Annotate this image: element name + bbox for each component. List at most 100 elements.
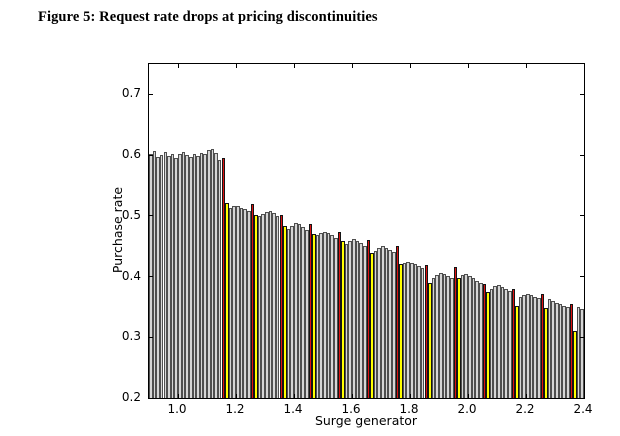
bar-gray <box>344 243 349 398</box>
x-tick-mark <box>293 64 295 68</box>
y-tick-mark <box>149 154 153 156</box>
bar-gray <box>170 153 175 398</box>
bar-gray <box>417 266 421 398</box>
plot-area <box>148 63 585 399</box>
bar-red <box>540 293 545 398</box>
bar-gray <box>232 206 236 398</box>
y-tick-mark <box>580 93 584 95</box>
x-tick-label: 2.0 <box>457 402 477 416</box>
bar-gray <box>522 294 526 398</box>
bar-yellow <box>399 264 403 398</box>
x-tick-mark <box>351 64 353 68</box>
x-tick-label: 1.2 <box>225 402 245 416</box>
bar-gray <box>333 237 338 398</box>
bar-gray <box>551 300 555 398</box>
bar-gray <box>500 286 505 398</box>
bar-gray <box>257 216 262 398</box>
bar-gray <box>188 156 193 398</box>
bar-red <box>569 303 574 398</box>
bar-gray <box>326 233 331 398</box>
bar-red <box>366 240 371 398</box>
y-tick-mark <box>580 336 584 338</box>
bar-red <box>453 267 458 398</box>
bar-gray <box>388 250 392 398</box>
y-tick-label: 0.5 <box>121 207 141 222</box>
bar-gray <box>290 225 294 398</box>
bar-gray <box>362 245 367 398</box>
bar-gray <box>174 157 178 398</box>
x-tick-mark <box>177 394 179 398</box>
bar-gray <box>576 306 581 398</box>
y-tick-mark <box>580 397 584 399</box>
bar-gray <box>152 150 157 398</box>
x-tick-mark <box>409 64 411 68</box>
bar-gray <box>156 156 160 398</box>
bar-red <box>395 246 400 398</box>
bar-yellow <box>457 278 461 398</box>
bar-gray <box>181 152 186 398</box>
bar-gray <box>323 231 327 398</box>
y-tick-mark <box>149 215 153 217</box>
bar-gray <box>236 205 240 398</box>
x-tick-mark <box>467 64 469 68</box>
bar-gray <box>214 153 218 398</box>
bar-gray <box>526 293 530 398</box>
bar-gray <box>207 150 211 398</box>
bar-yellow <box>312 234 316 398</box>
bar-gray <box>431 277 436 398</box>
bar-yellow <box>370 252 374 398</box>
bar-yellow <box>428 282 432 398</box>
bar-gray <box>199 152 204 398</box>
bar-gray <box>442 274 447 398</box>
x-tick-mark <box>235 394 237 398</box>
x-tick-label: 1.4 <box>283 402 303 416</box>
x-axis-label: Surge generator <box>314 413 418 428</box>
y-tick-label: 0.4 <box>121 268 141 283</box>
y-tick-label: 0.3 <box>121 329 141 344</box>
bar-gray <box>377 248 381 398</box>
bar-gray <box>210 149 215 398</box>
x-tick-mark <box>293 394 295 398</box>
x-tick-mark <box>235 64 237 68</box>
bar-gray <box>402 263 407 398</box>
bar-yellow <box>515 306 519 398</box>
bar-gray <box>352 238 356 398</box>
bar-gray <box>489 289 494 398</box>
bar-yellow <box>573 331 577 398</box>
x-tick-label: 1.0 <box>167 402 187 416</box>
bar-gray <box>319 232 323 398</box>
bar-gray <box>518 297 523 398</box>
bar-gray <box>460 274 465 398</box>
bar-gray <box>497 285 501 398</box>
bar-gray <box>435 274 439 398</box>
x-tick-label: 1.6 <box>341 402 361 416</box>
bar-red <box>511 289 516 398</box>
bar-gray <box>294 223 298 398</box>
bar-red <box>308 224 313 398</box>
bar-gray <box>478 283 483 398</box>
x-tick-mark <box>351 394 353 398</box>
bar-gray <box>406 261 410 398</box>
bar-red <box>221 158 226 398</box>
bar-gray <box>413 264 418 398</box>
bar-gray <box>297 224 302 398</box>
bar-yellow <box>341 241 345 398</box>
bar-gray <box>330 235 334 398</box>
bar-red <box>482 284 487 398</box>
bar-gray <box>246 210 251 398</box>
bar-gray <box>464 273 468 398</box>
bar-gray <box>536 297 541 398</box>
bar-gray <box>217 159 222 398</box>
bar-gray <box>355 240 360 398</box>
bar-gray <box>268 210 273 398</box>
bar-gray <box>163 152 168 398</box>
x-tick-label: 1.8 <box>399 402 419 416</box>
y-tick-label: 0.2 <box>121 390 141 404</box>
bar-gray <box>439 272 443 398</box>
bar-gray <box>493 286 497 398</box>
bar-gray <box>275 216 280 398</box>
bar-gray <box>239 207 244 398</box>
bar-gray <box>507 290 512 398</box>
bar-gray <box>286 228 291 398</box>
